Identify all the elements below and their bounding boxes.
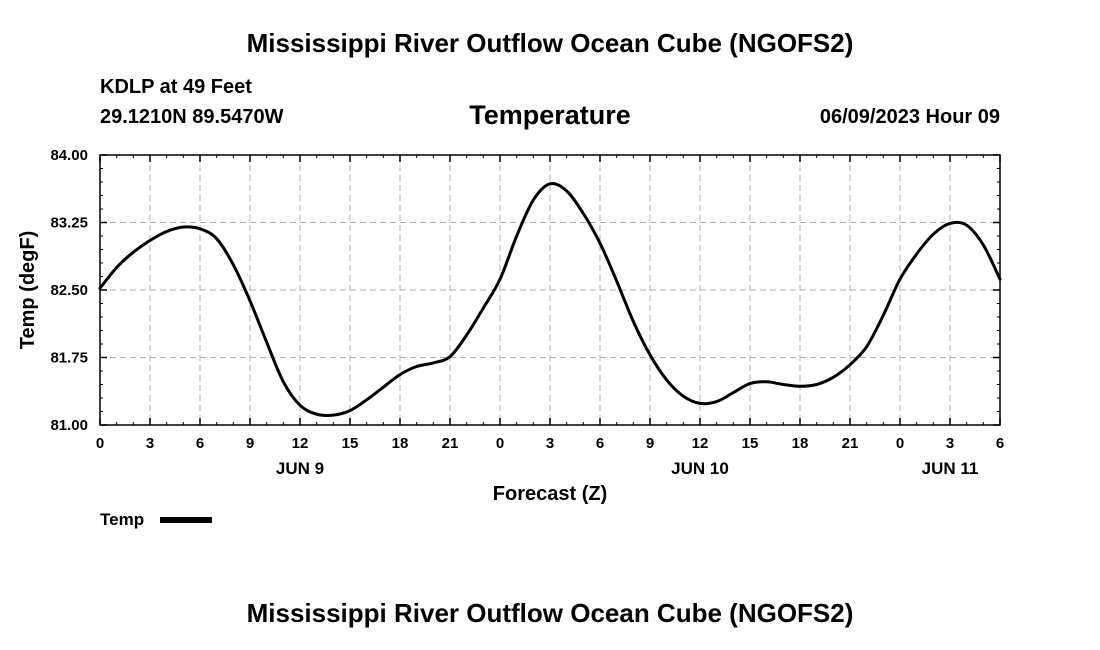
y-tick-label: 81.75 bbox=[50, 350, 88, 367]
x-tick-label: 3 bbox=[946, 435, 954, 452]
x-tick-label: 3 bbox=[146, 435, 154, 452]
x-tick-label: 15 bbox=[742, 435, 759, 452]
forecast-datetime: 06/09/2023 Hour 09 bbox=[819, 106, 1000, 128]
x-tick-label: 9 bbox=[246, 435, 254, 452]
day-label: JUN 11 bbox=[922, 459, 979, 478]
day-label: JUN 10 bbox=[671, 459, 729, 478]
station-coordinates: 29.1210N 89.5470W bbox=[100, 106, 284, 128]
y-tick-label: 81.00 bbox=[50, 417, 88, 434]
chart-title: Mississippi River Outflow Ocean Cube (NG… bbox=[246, 28, 854, 58]
x-tick-label: 18 bbox=[392, 435, 409, 452]
station-label: KDLP at 49 Feet bbox=[100, 76, 252, 98]
y-tick-label: 82.50 bbox=[50, 282, 88, 299]
x-tick-label: 0 bbox=[496, 435, 504, 452]
x-tick-label: 6 bbox=[196, 435, 204, 452]
x-tick-label: 18 bbox=[792, 435, 809, 452]
x-tick-label: 6 bbox=[596, 435, 604, 452]
x-tick-label: 21 bbox=[842, 435, 859, 452]
x-tick-label: 9 bbox=[646, 435, 654, 452]
x-tick-label: 12 bbox=[292, 435, 309, 452]
y-tick-label: 83.25 bbox=[50, 215, 88, 232]
legend-label: Temp bbox=[100, 510, 144, 529]
x-tick-label: 6 bbox=[996, 435, 1004, 452]
footer-title: Mississippi River Outflow Ocean Cube (NG… bbox=[246, 598, 854, 628]
day-label: JUN 9 bbox=[276, 459, 324, 478]
plot-frame bbox=[99, 154, 1001, 426]
x-tick-label: 21 bbox=[442, 435, 459, 452]
y-axis-title: Temp (degF) bbox=[17, 231, 39, 350]
legend: Temp bbox=[100, 510, 212, 529]
y-tick-label: 84.00 bbox=[50, 147, 88, 164]
x-tick-label: 3 bbox=[546, 435, 554, 452]
x-tick-label: 0 bbox=[896, 435, 904, 452]
x-axis-title: Forecast (Z) bbox=[493, 483, 607, 505]
x-tick-label: 12 bbox=[692, 435, 709, 452]
series-layer bbox=[98, 181, 1002, 418]
x-tick-label: 15 bbox=[342, 435, 359, 452]
x-tick-label: 0 bbox=[96, 435, 104, 452]
grid-lines bbox=[100, 155, 1000, 425]
chart-subtitle: Temperature bbox=[469, 100, 631, 130]
temp-series-line bbox=[98, 181, 1002, 418]
axis-labels: 0 3 6 9 12 15 18 21 0 3 6 9 12 15 18 21 0 3 6 81.00 81.75 82.… bbox=[50, 147, 1004, 478]
